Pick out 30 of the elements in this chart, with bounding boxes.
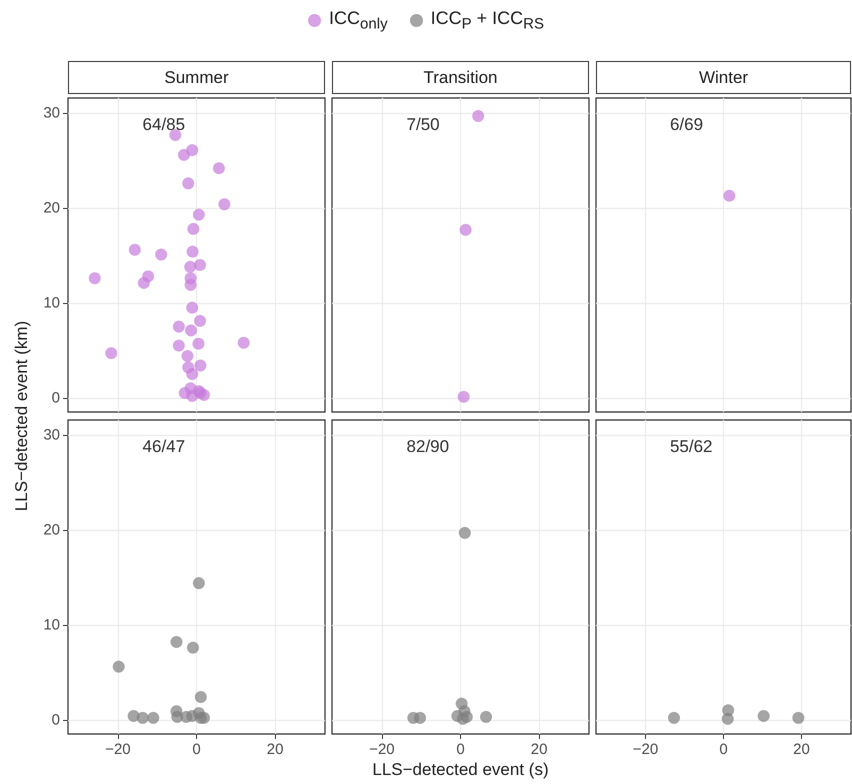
x-tick-label: 0	[456, 741, 465, 758]
x-tick-label: −20	[105, 741, 131, 758]
y-axis-title: LLS−detected event (km)	[12, 320, 32, 512]
x-tick-label: 20	[793, 741, 810, 758]
x-tick-label: −20	[632, 741, 658, 758]
x-tick-label: −20	[369, 741, 395, 758]
annotation: 55/62	[670, 437, 712, 456]
annotation: 82/90	[406, 437, 450, 456]
chart-title: Winter	[596, 61, 851, 94]
chart-title: Summer	[68, 61, 325, 94]
chart-title: Transition	[332, 61, 589, 94]
y-tick-label: 20	[43, 522, 60, 539]
x-tick-label: 20	[530, 741, 548, 758]
annotation: 46/47	[142, 437, 186, 456]
y-tick-label: 20	[43, 200, 60, 217]
annotation: 6/69	[670, 115, 704, 134]
x-tick-label: 0	[192, 741, 201, 758]
y-tick-label: 30	[43, 426, 60, 444]
y-tick-label: 30	[43, 104, 60, 122]
x-axis-title: LLS−detected event (s)	[371, 760, 550, 780]
legend-label: ICC$_{only}$	[329, 8, 388, 33]
y-tick-label: 0	[52, 389, 60, 406]
y-tick-label: 10	[43, 294, 60, 312]
x-tick-label: 0	[719, 741, 728, 758]
y-tick-label: 0	[52, 711, 60, 728]
annotation: 64/85	[142, 115, 186, 134]
x-tick-label: 20	[266, 741, 284, 758]
annotation: 7/50	[406, 115, 440, 134]
legend-label: ICC$_{P}$ + ICC$_{RS}$	[430, 8, 544, 33]
y-tick-label: 10	[43, 616, 60, 634]
